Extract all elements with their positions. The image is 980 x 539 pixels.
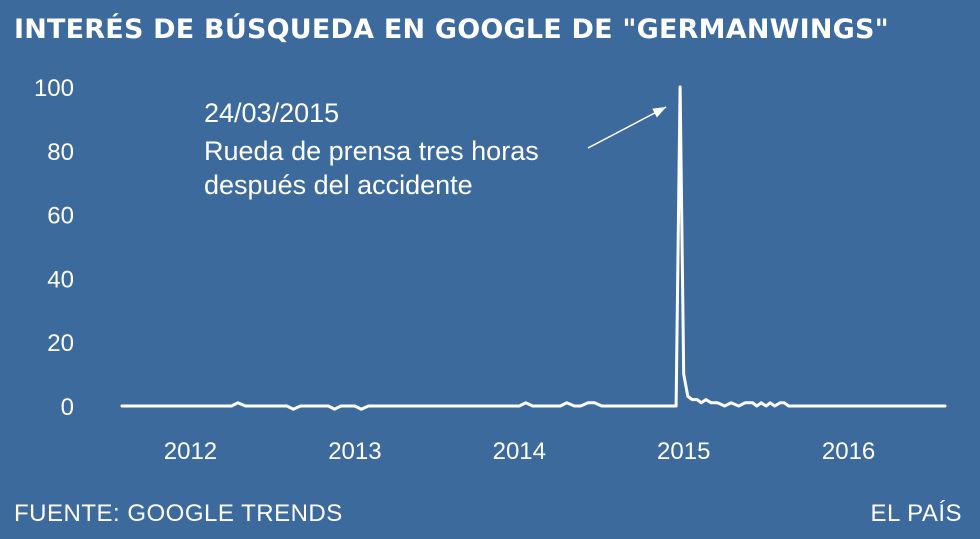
- x-axis: 2012 2013 2014 2015 2016: [164, 438, 876, 465]
- x-tick-label: 2014: [493, 438, 546, 465]
- annotation-line-3: después del accidente: [204, 170, 473, 200]
- source-credit: FUENTE: GOOGLE TRENDS: [14, 500, 343, 527]
- annotation: 24/03/2015 Rueda de prensa tres horas de…: [204, 98, 667, 200]
- x-tick-label: 2015: [657, 438, 710, 465]
- annotation-line-2: Rueda de prensa tres horas: [204, 136, 539, 166]
- series-line: [120, 85, 947, 411]
- annotation-line-1: 24/03/2015: [204, 98, 339, 128]
- y-tick-label: 40: [47, 266, 74, 293]
- x-tick-label: 2013: [328, 438, 381, 465]
- y-tick-label: 80: [47, 139, 74, 166]
- x-tick-label: 2012: [164, 438, 217, 465]
- y-axis: 0 20 40 60 80 100: [34, 75, 74, 421]
- y-tick-label: 60: [47, 203, 74, 230]
- annotation-arrow-head: [652, 107, 667, 118]
- y-tick-label: 100: [34, 75, 74, 102]
- y-tick-label: 20: [47, 330, 74, 357]
- annotation-arrow: [587, 106, 667, 149]
- publisher-logo: EL PAÍS: [870, 500, 962, 527]
- y-tick-label: 0: [61, 394, 74, 421]
- x-tick-label: 2016: [822, 438, 875, 465]
- chart-title: INTERÉS DE BÚSQUEDA EN GOOGLE DE "GERMAN…: [14, 14, 889, 45]
